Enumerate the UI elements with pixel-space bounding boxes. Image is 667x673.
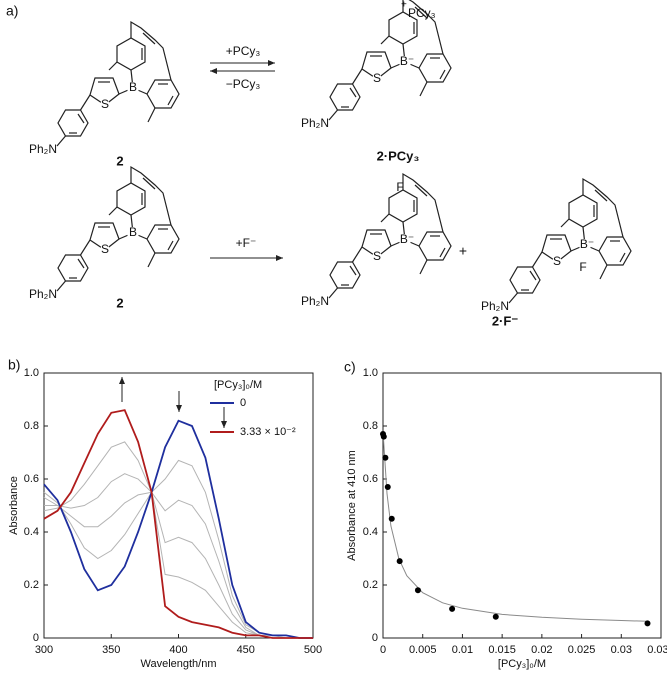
atom: Ph₂N (29, 142, 57, 156)
reagent: −PCy₃ (226, 77, 261, 91)
spectrum-line (44, 473, 313, 639)
molecule-skeleton (328, 173, 452, 299)
legend-label: 3.33 × 10⁻² (240, 426, 296, 438)
x-tick-label: 0 (380, 644, 386, 656)
molecule-skeleton (56, 166, 180, 292)
molecule-skeleton (508, 178, 632, 304)
x-tick-label: 0.03 (611, 644, 632, 656)
data-point (449, 605, 456, 612)
atom: S (101, 97, 109, 111)
y-tick-label: 0.8 (24, 420, 39, 432)
legend-title: [PCy₃]₀/M (214, 379, 262, 391)
atom: Ph₂N (481, 299, 509, 313)
reagent: +F⁻ (236, 236, 257, 250)
panel-label: c) (344, 359, 356, 375)
y-axis-label: Absorbance at 410 nm (346, 450, 358, 561)
x-tick-label: 0.01 (452, 644, 473, 656)
y-tick-label: 0.8 (363, 420, 378, 432)
x-tick-label: 400 (169, 644, 187, 656)
atom: B⁻ (400, 54, 414, 68)
atom: B (129, 80, 137, 94)
y-tick-label: 0.6 (24, 473, 39, 485)
data-point (380, 433, 387, 440)
y-tick-label: 0.4 (24, 526, 39, 538)
compound-label: 2 (116, 295, 123, 310)
spectrum-line (43, 409, 313, 639)
data-point (414, 587, 421, 594)
atom: S (101, 242, 109, 256)
data-point (388, 515, 395, 522)
y-tick-label: 0 (33, 632, 39, 644)
x-axis-label: Wavelength/nm (140, 658, 216, 670)
atom: Ph₂N (301, 116, 329, 130)
atom: B (129, 225, 137, 239)
x-tick-label: 0.025 (568, 644, 596, 656)
molecule-skeleton (56, 21, 180, 147)
y-tick-label: 1.0 (24, 367, 39, 379)
atom: Ph₂N (29, 287, 57, 301)
compound-label: 2·F⁻ (492, 313, 519, 328)
charge: + (401, 0, 407, 11)
atom: S (373, 71, 381, 85)
y-tick-label: 0.2 (363, 579, 378, 591)
fit-curve (382, 431, 648, 622)
legend-label: 0 (240, 397, 246, 409)
y-tick-label: 0.4 (363, 526, 378, 538)
x-tick-label: 450 (237, 644, 255, 656)
compound-label: 2 (116, 153, 123, 168)
y-tick-label: 0 (372, 632, 378, 644)
atom: B⁻ (580, 237, 594, 251)
x-tick-label: 0.015 (488, 644, 516, 656)
atom: F (579, 260, 586, 274)
reagent: +PCy₃ (226, 44, 261, 58)
atom: B⁻ (400, 232, 414, 246)
x-tick-label: 0.005 (409, 644, 437, 656)
spectrum-line (43, 459, 313, 639)
atom: PCy₃ (408, 6, 436, 20)
x-tick-label: 350 (102, 644, 120, 656)
panel-label: b) (8, 357, 20, 373)
data-point (382, 454, 389, 461)
data-point (492, 613, 499, 620)
y-tick-label: 0.2 (24, 579, 39, 591)
compound-label: 2·PCy₃ (377, 148, 420, 163)
data-point (384, 483, 391, 490)
x-tick-label: 500 (304, 644, 322, 656)
x-axis-label: [PCy₃]₀/M (498, 658, 546, 670)
plot-frame (382, 372, 662, 639)
plus-sign: + (459, 243, 467, 259)
atom: F (396, 180, 403, 194)
x-tick-label: 300 (35, 644, 53, 656)
atom: S (553, 254, 561, 268)
y-tick-label: 0.6 (363, 473, 378, 485)
data-point (644, 620, 651, 627)
x-tick-label: 0.035 (647, 644, 667, 656)
atom: S (373, 249, 381, 263)
x-tick-label: 0.02 (531, 644, 552, 656)
panel-label: a) (6, 3, 18, 19)
atom: Ph₂N (301, 294, 329, 308)
spectrum-line (43, 419, 313, 639)
y-axis-label: Absorbance (8, 476, 20, 535)
data-point (396, 558, 403, 565)
y-tick-label: 1.0 (363, 367, 378, 379)
spectrum-line (43, 441, 313, 639)
